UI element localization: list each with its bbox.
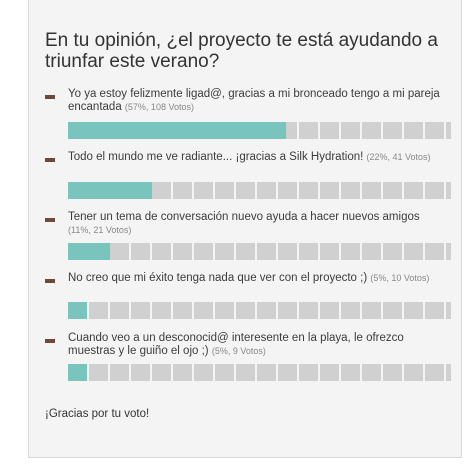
bullet-icon bbox=[45, 279, 55, 283]
option-votes: (5%, 9 Votos) bbox=[211, 346, 266, 356]
option-text: Todo el mundo me ve radiante... ¡gracias… bbox=[68, 151, 440, 164]
result-bar-fill bbox=[68, 364, 88, 381]
option-label: Cuando veo a un desconocid@ interesente … bbox=[68, 332, 404, 357]
option-votes: (5%, 10 Votos) bbox=[370, 273, 430, 283]
result-bar bbox=[68, 122, 451, 139]
option-votes: (11%, 21 Votos) bbox=[68, 225, 132, 235]
bullet-icon bbox=[45, 158, 55, 162]
option-label: Yo ya estoy felizmente ligad@, gracias a… bbox=[68, 88, 440, 113]
bullet-icon bbox=[45, 218, 55, 222]
result-bar bbox=[68, 243, 451, 260]
result-bar bbox=[68, 302, 451, 319]
option-label: Tener un tema de conversación nuevo ayud… bbox=[68, 211, 420, 223]
poll-question: En tu opinión, ¿el proyecto te está ayud… bbox=[45, 30, 438, 72]
result-bar bbox=[68, 364, 451, 381]
option-text: No creo que mi éxito tenga nada que ver … bbox=[68, 272, 440, 285]
thanks-message: ¡Gracias por tu voto! bbox=[45, 408, 150, 420]
option-text: Yo ya estoy felizmente ligad@, gracias a… bbox=[68, 88, 440, 114]
option-label: No creo que mi éxito tenga nada que ver … bbox=[68, 272, 368, 284]
result-bar-fill bbox=[68, 122, 287, 139]
poll-panel bbox=[28, 0, 462, 458]
bullet-icon bbox=[45, 339, 55, 343]
option-label: Todo el mundo me ve radiante... ¡gracias… bbox=[68, 151, 364, 163]
result-bar-fill bbox=[68, 182, 153, 199]
option-text: Cuando veo a un desconocid@ interesente … bbox=[68, 332, 440, 358]
option-votes: (57%, 108 Votos) bbox=[124, 102, 194, 112]
result-bar-fill bbox=[68, 302, 88, 319]
option-votes: (22%, 41 Votos) bbox=[366, 152, 431, 162]
bullet-icon bbox=[45, 95, 55, 99]
option-text: Tener un tema de conversación nuevo ayud… bbox=[68, 211, 440, 237]
result-bar-fill bbox=[68, 243, 111, 260]
result-bar bbox=[68, 182, 451, 199]
